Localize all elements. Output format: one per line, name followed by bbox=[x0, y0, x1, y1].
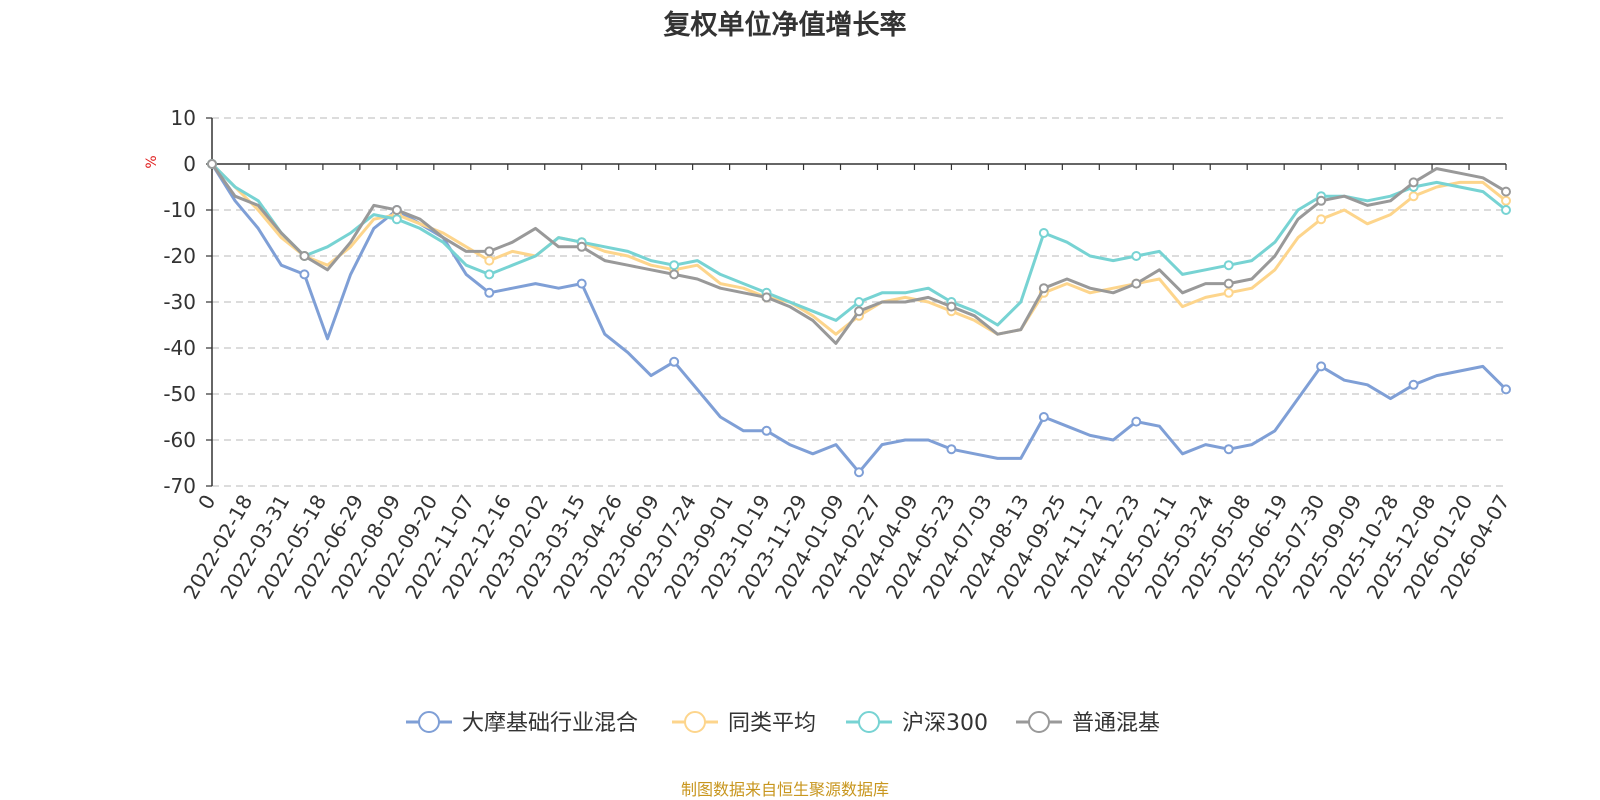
y-axis-unit: % bbox=[144, 155, 160, 168]
legend-label: 大摩基础行业混合 bbox=[462, 711, 638, 736]
data-point bbox=[299, 251, 310, 261]
data-point bbox=[1131, 278, 1142, 289]
data-point bbox=[576, 278, 587, 289]
legend-circle-marker bbox=[1028, 711, 1050, 733]
data-point bbox=[484, 287, 495, 298]
data-point bbox=[391, 205, 402, 215]
legend-item[interactable]: 大摩基础行业混合 bbox=[406, 711, 638, 736]
data-point bbox=[1131, 416, 1142, 427]
y-tick-label: 10 bbox=[171, 106, 196, 130]
data-point bbox=[946, 301, 957, 312]
data-point bbox=[1223, 278, 1234, 289]
y-tick-label: -10 bbox=[163, 198, 196, 222]
data-point bbox=[1038, 283, 1049, 294]
legend-item[interactable]: 普通混基 bbox=[1016, 711, 1160, 736]
data-point bbox=[1316, 214, 1327, 225]
data-point bbox=[1223, 260, 1234, 271]
series-lines bbox=[207, 159, 1511, 478]
series-group bbox=[207, 159, 1511, 327]
data-point bbox=[1223, 444, 1234, 455]
x-tick-label: 0 bbox=[193, 491, 220, 514]
data-point bbox=[761, 425, 772, 436]
data-point bbox=[669, 260, 680, 271]
data-point bbox=[1038, 228, 1049, 238]
legend-circle-marker bbox=[858, 711, 880, 733]
data-point bbox=[669, 269, 680, 280]
legend-circle-marker bbox=[684, 711, 706, 733]
y-tick-label: -30 bbox=[163, 290, 196, 314]
data-point bbox=[669, 356, 680, 367]
data-point bbox=[1038, 412, 1049, 422]
data-point bbox=[946, 444, 957, 455]
legend-label: 普通混基 bbox=[1072, 711, 1160, 736]
data-point bbox=[1501, 205, 1511, 215]
data-point bbox=[1316, 361, 1327, 372]
data-point bbox=[391, 214, 402, 225]
data-point bbox=[1316, 195, 1327, 206]
data-point bbox=[1501, 384, 1511, 395]
data-point bbox=[1223, 287, 1234, 298]
data-point bbox=[854, 306, 864, 317]
y-tick-label: -20 bbox=[163, 244, 196, 268]
y-tick-label: -40 bbox=[163, 336, 196, 360]
chart-title: 复权单位净值增长率 bbox=[664, 9, 907, 41]
data-point bbox=[484, 269, 495, 280]
legend-item[interactable]: 同类平均 bbox=[672, 711, 816, 736]
data-point bbox=[1408, 191, 1419, 202]
legend-circle-marker bbox=[418, 711, 440, 733]
y-tick-label: -70 bbox=[163, 474, 196, 498]
data-point bbox=[299, 269, 310, 280]
data-point bbox=[576, 241, 587, 252]
x-tick-labels: 02022-02-182022-03-312022-05-182022-06-2… bbox=[178, 491, 1514, 604]
data-point bbox=[484, 246, 495, 257]
data-point bbox=[1501, 195, 1511, 206]
data-point bbox=[484, 255, 495, 266]
y-tick-labels: 10 0 -10 -20 -30 -40 -50 -60 -70 bbox=[163, 106, 196, 498]
legend-label: 沪深300 bbox=[902, 711, 988, 736]
data-source-note: 制图数据来自恒生聚源数据库 bbox=[681, 780, 889, 799]
legend-label: 同类平均 bbox=[728, 711, 816, 736]
y-tick-label: 0 bbox=[183, 152, 196, 176]
y-tick-label: -50 bbox=[163, 382, 196, 406]
data-point bbox=[1408, 177, 1419, 188]
data-point bbox=[854, 297, 864, 307]
legend: 大摩基础行业混合 同类平均 沪深300 普通混基 bbox=[406, 711, 1160, 736]
legend-item[interactable]: 沪深300 bbox=[846, 711, 988, 736]
y-tick-label: -60 bbox=[163, 428, 196, 452]
series-group bbox=[207, 159, 1511, 345]
data-point bbox=[761, 292, 772, 303]
data-point bbox=[207, 159, 217, 169]
data-point bbox=[854, 467, 864, 478]
data-point bbox=[1131, 251, 1142, 261]
data-point bbox=[1408, 379, 1419, 390]
data-point bbox=[1501, 186, 1511, 197]
